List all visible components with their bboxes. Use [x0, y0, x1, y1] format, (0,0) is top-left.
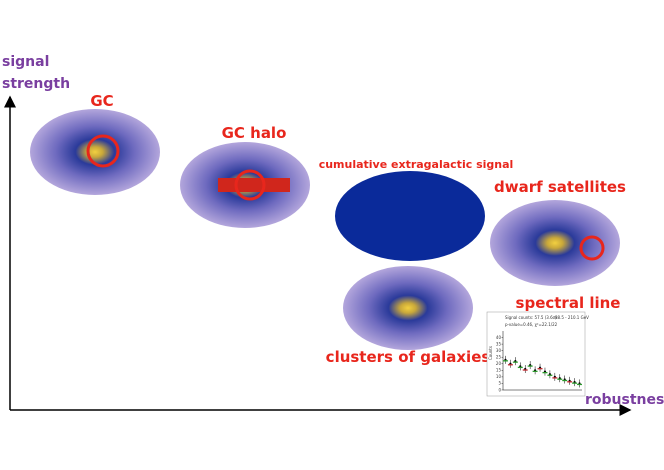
inset-y-label: Counts — [488, 346, 493, 360]
tick-label: 40 — [496, 335, 502, 340]
inset-plot: Signal counts: 57.5 (3.6σ) 88.5 - 210.1 … — [486, 311, 589, 397]
tick-label: 5 — [498, 381, 501, 386]
roi — [579, 235, 605, 261]
label: spectral line — [516, 294, 621, 312]
inset-text: 88.5 - 210.1 GeV — [555, 315, 589, 320]
inset-text: p-value=0.46, χ²=22.1/22 — [505, 322, 558, 327]
tick-label: 15 — [496, 368, 502, 373]
roi — [86, 134, 120, 168]
y-axis-label: strength — [2, 76, 70, 92]
sky-map — [30, 109, 160, 195]
x-axis-label: robustness — [585, 392, 664, 408]
tick-label: 10 — [496, 374, 502, 379]
sky-map — [490, 200, 620, 286]
tick-label: 30 — [496, 348, 502, 353]
sky-map — [343, 266, 473, 350]
label: clusters of galaxies — [326, 348, 491, 366]
roi-band — [218, 178, 290, 192]
sky-map — [335, 171, 485, 261]
tick-label: 20 — [496, 361, 502, 366]
tick-label: 25 — [496, 355, 502, 360]
label: dwarf satellites — [494, 178, 626, 196]
label: GC — [90, 92, 113, 110]
tick-label: 35 — [496, 341, 502, 346]
y-axis-label: signal — [2, 54, 49, 70]
roi — [234, 169, 266, 201]
label: GC halo — [222, 124, 287, 142]
label: cumulative extragalactic signal — [319, 158, 514, 171]
tick-label: 0 — [498, 387, 501, 392]
inset-text: Signal counts: 57.5 (3.6σ) — [505, 315, 557, 320]
